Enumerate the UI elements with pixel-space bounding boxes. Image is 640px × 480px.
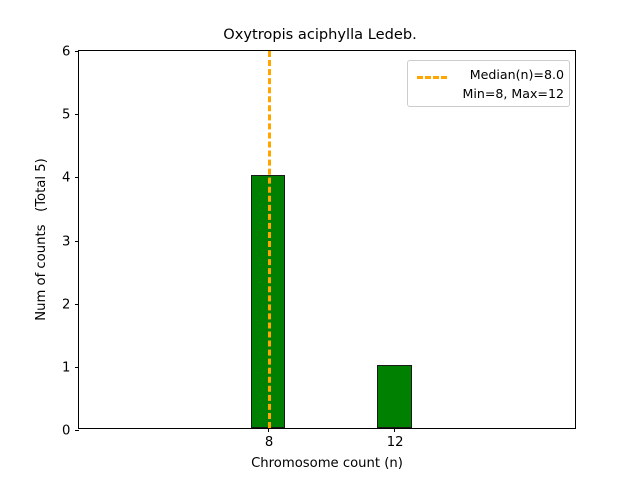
x-axis-label: Chromosome count (n) [251, 456, 403, 471]
page-title: Oxytropis aciphylla Ledeb. [223, 26, 417, 43]
legend-median-line-icon [417, 76, 447, 79]
bar [376, 364, 412, 428]
y-axis-tick: 2 [62, 298, 79, 311]
y-axis-tick-label: 4 [62, 170, 71, 186]
bar [250, 175, 286, 428]
y-axis-tick-label: 5 [62, 107, 71, 123]
plot-inner: 0 1 2 3 4 5 6 8 12 [62, 45, 575, 449]
y-axis-tick-label: 6 [62, 44, 71, 60]
y-axis-tick-label: 1 [62, 360, 71, 376]
y-axis-label: Num of counts (Total 5) [34, 158, 49, 321]
legend-entry-median-line1: Median(n)=8.0 [469, 67, 564, 82]
y-axis-tick: 6 [62, 45, 79, 59]
y-axis-tick-label: 3 [62, 233, 71, 249]
y-axis-tick-label: 2 [62, 297, 71, 313]
legend-entry-median-line2: Min=8, Max=12 [462, 85, 564, 101]
x-axis-tick-label: 12 [386, 434, 404, 450]
y-axis-tick: 4 [62, 172, 79, 185]
y-axis-tick: 3 [62, 235, 79, 248]
y-axis-tick: 5 [62, 108, 79, 122]
y-axis-tick: 0 [62, 424, 79, 438]
y-axis-tick-label: 0 [62, 423, 71, 439]
plot-area: 0 1 2 3 4 5 6 8 12 [62, 45, 576, 449]
x-axis-tick: 8 [265, 428, 273, 449]
legend: Median(n)=8.0 Min=8, Max=12 [407, 60, 570, 107]
legend-entry-median: Median(n)=8.0 Min=8, Max=12 [452, 66, 564, 103]
y-axis-tick: 1 [62, 361, 79, 374]
x-axis-tick-label: 8 [264, 434, 274, 450]
x-axis-tick: 12 [387, 428, 404, 449]
median-line [268, 51, 272, 428]
